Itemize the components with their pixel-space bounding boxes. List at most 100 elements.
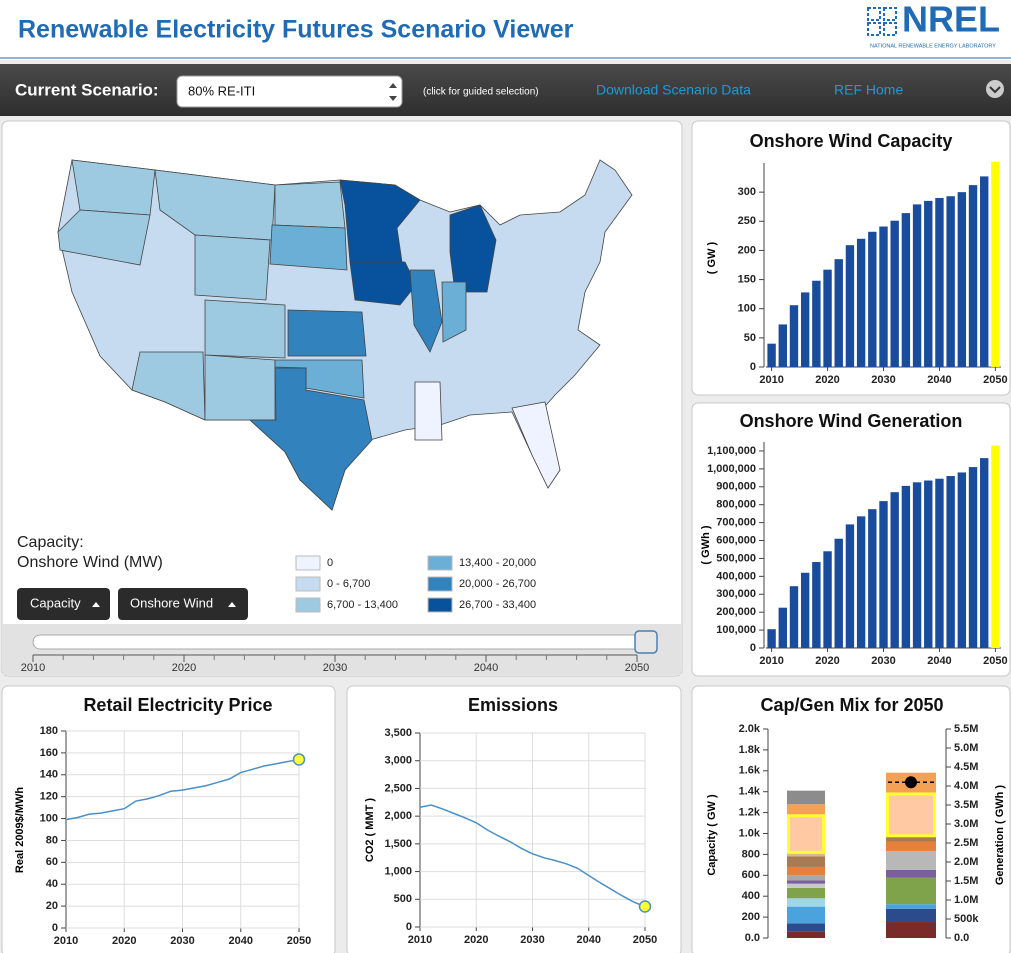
bar	[924, 200, 933, 367]
slider-handle[interactable]	[634, 630, 658, 654]
y-tick-label: 300,000	[716, 588, 756, 600]
stack-segment	[886, 841, 936, 851]
y-axis-label: ( GW )	[706, 241, 718, 274]
legend-swatch	[295, 555, 321, 571]
y-tick-label: 600,000	[716, 534, 756, 546]
bar	[856, 516, 866, 648]
bar	[946, 476, 955, 648]
x-tick-label: 2020	[112, 935, 136, 947]
y-tick-label: 800	[742, 848, 760, 860]
legend-title: Capacity:	[17, 534, 84, 551]
line	[419, 804, 646, 908]
bar	[968, 185, 978, 367]
legend-swatch	[427, 555, 453, 571]
bar	[800, 292, 810, 367]
logo-subtitle: NATIONAL RENEWABLE ENERGY LABORATORY	[870, 43, 996, 49]
tech-button[interactable]	[118, 588, 248, 620]
legend-swatch	[295, 576, 321, 592]
y-tick-label: 4.5M	[954, 761, 978, 773]
bar	[980, 176, 989, 367]
y-tick-label: 0	[750, 642, 756, 654]
x-tick-label: 2050	[287, 935, 311, 947]
bar	[800, 572, 810, 648]
slider-tick-label: 2030	[323, 662, 347, 674]
y-tick-label: 100	[40, 812, 58, 824]
y-tick-label: 5.0M	[954, 742, 978, 754]
home-link[interactable]: REF Home	[834, 82, 903, 98]
x-tick-label: 2010	[759, 374, 783, 386]
guided-hint[interactable]: (click for guided selection)	[423, 87, 539, 98]
stack-segment	[787, 887, 825, 899]
y-tick-label: 1.0k	[739, 827, 761, 839]
legend-label: 26,700 - 33,400	[459, 599, 536, 611]
stack-segment	[787, 923, 825, 932]
bar	[856, 238, 866, 367]
tech-button-label: Onshore Wind	[130, 595, 213, 610]
map-state	[349, 261, 417, 306]
map-state	[204, 354, 276, 421]
bar	[890, 220, 899, 367]
emissions-panel	[346, 685, 682, 953]
x-tick-label: 2040	[927, 374, 951, 386]
y-tick-label: 200	[742, 911, 760, 923]
bar	[890, 492, 899, 648]
y-tick-label: 120	[40, 791, 58, 803]
y-tick-label: 1.4k	[739, 786, 761, 798]
x-tick-label: 2050	[633, 934, 657, 946]
stack-segment	[886, 850, 936, 870]
legend-label: 0	[327, 557, 333, 569]
y-tick-label: 1.2k	[739, 807, 761, 819]
stack-segment	[787, 875, 825, 881]
toolbar	[0, 64, 1011, 116]
bar	[912, 482, 922, 648]
bar	[868, 509, 877, 648]
bar	[767, 343, 776, 367]
slider-tick-label: 2020	[172, 662, 196, 674]
y-axis-label: Real 2009$/MWh	[14, 787, 26, 873]
y-tick-label: 3,500	[384, 727, 412, 739]
stack-segment	[787, 815, 825, 853]
bar	[912, 204, 922, 367]
y-tick-label: 200	[738, 244, 756, 256]
y-tick-label: 160	[40, 747, 58, 759]
stack-segment	[787, 856, 825, 867]
y-tick-label: 400,000	[716, 570, 756, 582]
y-tick-label: 600	[742, 869, 760, 881]
y-tick-label: 150	[738, 273, 756, 285]
y-tick-label: 80	[46, 834, 58, 846]
menu-toggle[interactable]	[986, 80, 1004, 98]
y-tick-label: 0	[52, 922, 58, 934]
x-tick-label: 2010	[759, 655, 783, 667]
bar	[901, 213, 911, 367]
legend-subtitle: Onshore Wind (MW)	[17, 554, 163, 571]
chart-title: Retail Electricity Price	[83, 695, 272, 715]
y-tick-label: 200,000	[716, 606, 756, 618]
slider-tick-label: 2050	[625, 662, 649, 674]
y-tick-label: 0.0	[954, 932, 969, 944]
map-state	[287, 309, 367, 357]
bar	[968, 467, 978, 648]
y-tick-label: 100	[738, 303, 756, 315]
caret	[228, 602, 236, 607]
scenario-label: Current Scenario:	[15, 80, 159, 99]
y-tick-label: 40	[46, 878, 58, 890]
bar	[935, 478, 944, 648]
x-tick-label: 2040	[927, 655, 951, 667]
x-tick-label: 2040	[229, 935, 253, 947]
y-tick-label: 180	[40, 725, 58, 737]
x-tick-label: 2050	[983, 374, 1007, 386]
stack-segment	[787, 852, 825, 857]
y-tick-label: 50	[744, 332, 756, 344]
caret	[92, 602, 100, 607]
y-tick-label: 2.5M	[954, 837, 978, 849]
download-link[interactable]: Download Scenario Data	[596, 82, 751, 98]
bar	[778, 607, 787, 648]
scenario-select[interactable]	[176, 75, 403, 108]
header-bg	[0, 0, 1011, 60]
metric-button[interactable]	[17, 588, 110, 620]
y-tick-label: 1.8k	[739, 744, 761, 756]
app-title: Renewable Electricity Futures Scenario V…	[18, 16, 574, 44]
bar	[845, 524, 855, 648]
y-axis-label: ( GWh )	[700, 525, 712, 564]
